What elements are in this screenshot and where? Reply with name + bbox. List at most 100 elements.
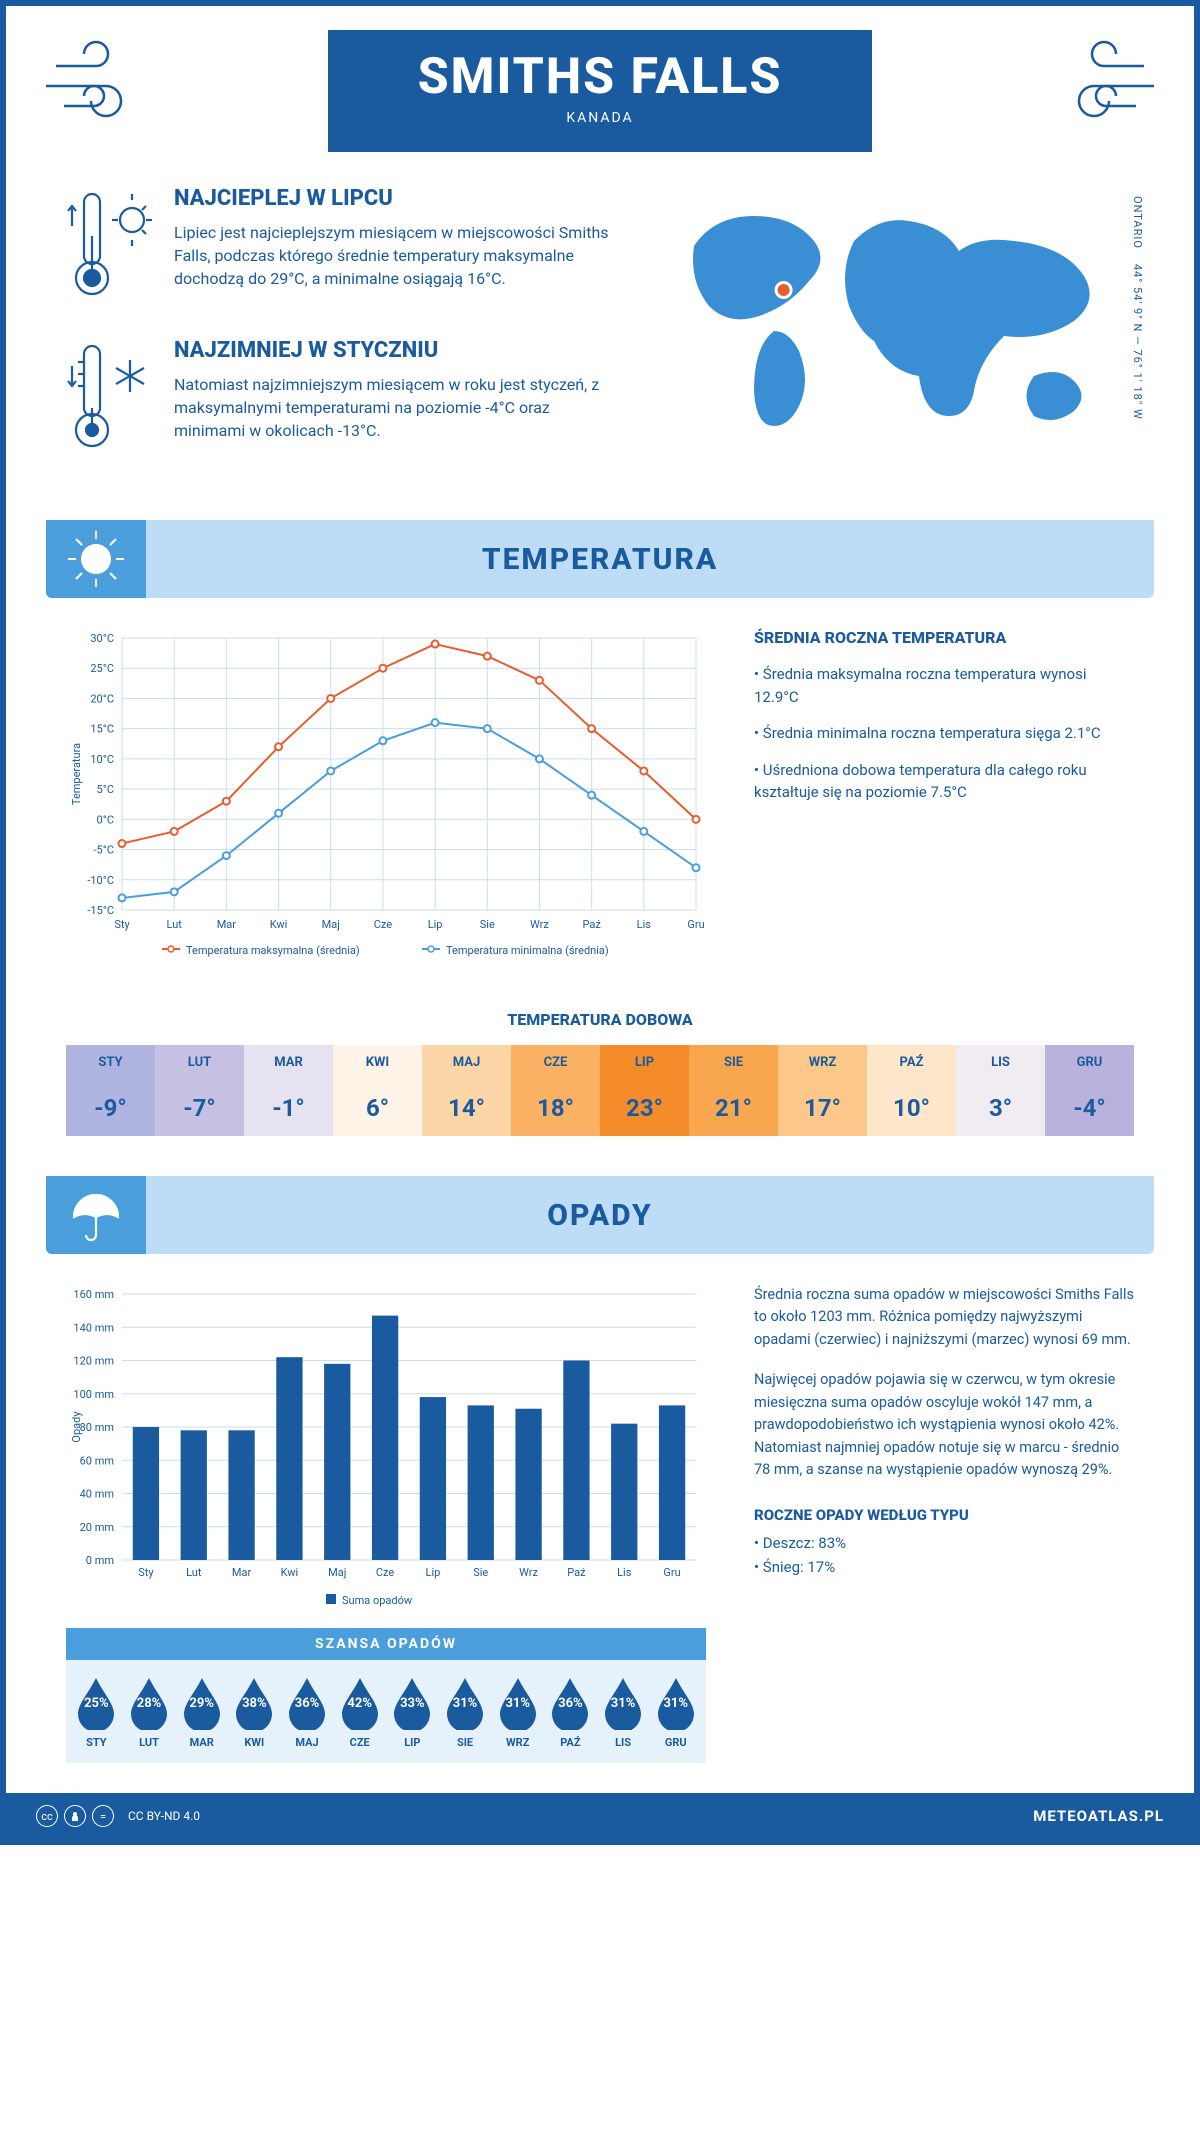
chance-value: 33% bbox=[400, 1696, 425, 1711]
svg-text:5°C: 5°C bbox=[97, 783, 114, 796]
daily-month: WRZ bbox=[778, 1045, 867, 1080]
daily-month: LIP bbox=[600, 1045, 689, 1080]
raindrop-icon: 25% bbox=[74, 1674, 118, 1730]
raindrop-icon: 31% bbox=[496, 1674, 540, 1730]
section-title: OPADY bbox=[146, 1198, 1154, 1233]
svg-text:80 mm: 80 mm bbox=[80, 1421, 114, 1434]
cc-icon: cc bbox=[36, 1805, 58, 1827]
svg-text:20 mm: 20 mm bbox=[80, 1521, 114, 1534]
daily-month: CZE bbox=[511, 1045, 600, 1080]
raindrop-icon: 38% bbox=[232, 1674, 276, 1730]
chance-month: LUT bbox=[123, 1736, 176, 1749]
wind-icon-left bbox=[36, 36, 156, 130]
coldest-text: Natomiast najzimniejszym miesiącem w rok… bbox=[174, 373, 614, 443]
precip-type-item: • Śnieg: 17% bbox=[754, 1558, 1134, 1576]
precip-chance-box: SZANSA OPADÓW 25% STY 28% LUT 29% MAR 38… bbox=[66, 1628, 706, 1763]
svg-text:160 mm: 160 mm bbox=[73, 1288, 114, 1301]
svg-text:Sie: Sie bbox=[473, 1566, 488, 1579]
avg-temp-title: ŚREDNIA ROCZNA TEMPERATURA bbox=[754, 628, 1134, 647]
avg-temp-bullet: • Średnia minimalna roczna temperatura s… bbox=[754, 722, 1134, 745]
daily-month: PAŹ bbox=[867, 1045, 956, 1080]
svg-text:40 mm: 40 mm bbox=[80, 1488, 114, 1501]
svg-text:-5°C: -5°C bbox=[94, 844, 115, 857]
svg-text:Mar: Mar bbox=[217, 918, 237, 931]
warmest-block: NAJCIEPLEJ W LIPCU Lipiec jest najcieple… bbox=[66, 186, 614, 310]
daily-value: -4° bbox=[1045, 1080, 1134, 1136]
temperature-line-chart: -15°C-10°C-5°C0°C5°C10°C15°C20°C25°C30°C… bbox=[66, 628, 714, 972]
precip-bar-chart: 0 mm20 mm40 mm60 mm80 mm100 mm120 mm140 … bbox=[66, 1284, 714, 1618]
svg-text:Wrz: Wrz bbox=[530, 918, 549, 931]
svg-text:Gru: Gru bbox=[687, 918, 704, 931]
svg-text:Opady: Opady bbox=[70, 1411, 83, 1443]
raindrop-icon: 33% bbox=[390, 1674, 434, 1730]
country-name: KANADA bbox=[418, 110, 783, 126]
daily-month: LUT bbox=[155, 1045, 244, 1080]
header: SMITHS FALLS KANADA bbox=[6, 6, 1194, 186]
raindrop-icon: 31% bbox=[601, 1674, 645, 1730]
daily-month: STY bbox=[66, 1045, 155, 1080]
warmest-text: Lipiec jest najcieplejszym miesiącem w m… bbox=[174, 221, 614, 291]
chance-value: 25% bbox=[84, 1696, 109, 1711]
svg-text:140 mm: 140 mm bbox=[73, 1321, 114, 1334]
coordinates: ONTARIO 44° 54' 9" N — 76° 1' 18" W bbox=[1131, 196, 1144, 420]
svg-text:Maj: Maj bbox=[328, 1566, 346, 1579]
chance-value: 31% bbox=[663, 1696, 688, 1711]
svg-text:Lip: Lip bbox=[428, 918, 443, 931]
daily-value: 21° bbox=[689, 1080, 778, 1136]
footer: cc = CC BY-ND 4.0 METEOATLAS.PL bbox=[6, 1793, 1194, 1839]
section-header-precip: OPADY bbox=[46, 1176, 1154, 1254]
daily-temp-title: TEMPERATURA DOBOWA bbox=[6, 1010, 1194, 1029]
svg-text:Temperatura minimalna (średnia: Temperatura minimalna (średnia) bbox=[446, 944, 609, 957]
city-name: SMITHS FALLS bbox=[418, 48, 783, 106]
raindrop-icon: 28% bbox=[127, 1674, 171, 1730]
svg-text:-15°C: -15°C bbox=[87, 904, 114, 917]
thermometer-snow-icon bbox=[66, 338, 156, 462]
chance-month: KWI bbox=[228, 1736, 281, 1749]
daily-month: SIE bbox=[689, 1045, 778, 1080]
svg-text:Maj: Maj bbox=[322, 918, 340, 931]
site-name: METEOATLAS.PL bbox=[1033, 1807, 1164, 1825]
daily-month: GRU bbox=[1045, 1045, 1134, 1080]
chance-month: LIS bbox=[597, 1736, 650, 1749]
svg-text:10°C: 10°C bbox=[90, 753, 114, 766]
raindrop-icon: 31% bbox=[654, 1674, 698, 1730]
svg-text:15°C: 15°C bbox=[90, 723, 114, 736]
chance-month: MAR bbox=[175, 1736, 228, 1749]
svg-text:Sie: Sie bbox=[480, 918, 495, 931]
daily-month: KWI bbox=[333, 1045, 422, 1080]
svg-text:0 mm: 0 mm bbox=[86, 1554, 114, 1567]
avg-temp-info: ŚREDNIA ROCZNA TEMPERATURA • Średnia mak… bbox=[754, 628, 1134, 972]
svg-text:120 mm: 120 mm bbox=[73, 1355, 114, 1368]
daily-value: 18° bbox=[511, 1080, 600, 1136]
svg-text:Paź: Paź bbox=[567, 1566, 586, 1579]
raindrop-icon: 36% bbox=[548, 1674, 592, 1730]
warmest-title: NAJCIEPLEJ W LIPCU bbox=[174, 186, 614, 211]
coldest-title: NAJZIMNIEJ W STYCZNIU bbox=[174, 338, 614, 363]
intro-row: NAJCIEPLEJ W LIPCU Lipiec jest najcieple… bbox=[6, 186, 1194, 520]
section-header-temperature: TEMPERATURA bbox=[46, 520, 1154, 598]
chance-value: 36% bbox=[295, 1696, 320, 1711]
svg-text:Wrz: Wrz bbox=[519, 1566, 538, 1579]
world-map: ONTARIO 44° 54' 9" N — 76° 1' 18" W bbox=[654, 186, 1134, 490]
chance-month: SIE bbox=[439, 1736, 492, 1749]
chance-month: LIP bbox=[386, 1736, 439, 1749]
svg-text:Sty: Sty bbox=[114, 918, 130, 931]
raindrop-icon: 42% bbox=[338, 1674, 382, 1730]
raindrop-icon: 31% bbox=[443, 1674, 487, 1730]
chance-month: PAŹ bbox=[544, 1736, 597, 1749]
chance-value: 42% bbox=[347, 1696, 372, 1711]
daily-value: 6° bbox=[333, 1080, 422, 1136]
nd-icon: = bbox=[92, 1805, 114, 1827]
svg-text:Cze: Cze bbox=[374, 918, 393, 931]
svg-text:Cze: Cze bbox=[376, 1566, 395, 1579]
svg-text:-10°C: -10°C bbox=[87, 874, 114, 887]
license-text: CC BY-ND 4.0 bbox=[128, 1809, 200, 1823]
svg-text:Temperatura: Temperatura bbox=[70, 743, 83, 805]
umbrella-icon bbox=[46, 1176, 146, 1254]
daily-value: -7° bbox=[155, 1080, 244, 1136]
chance-value: 29% bbox=[189, 1696, 214, 1711]
daily-temp-table: STY-9°LUT-7°MAR-1°KWI6°MAJ14°CZE18°LIP23… bbox=[66, 1045, 1134, 1136]
svg-text:Kwi: Kwi bbox=[270, 918, 288, 931]
section-title: TEMPERATURA bbox=[146, 542, 1154, 577]
thermometer-sun-icon bbox=[66, 186, 156, 310]
